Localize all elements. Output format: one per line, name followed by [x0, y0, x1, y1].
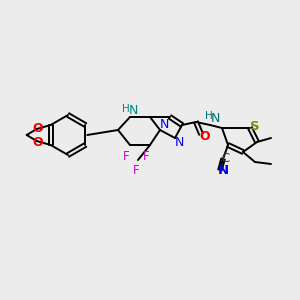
Text: F: F [123, 151, 129, 164]
Text: N: N [174, 136, 184, 148]
Text: O: O [32, 136, 43, 148]
Text: S: S [250, 119, 260, 133]
Text: N: N [159, 118, 169, 131]
Text: N: N [218, 164, 229, 178]
Text: H: H [205, 111, 213, 121]
Text: O: O [32, 122, 43, 134]
Text: F: F [143, 151, 149, 164]
Text: C: C [222, 152, 230, 166]
Text: N: N [128, 103, 138, 116]
Text: O: O [200, 130, 210, 143]
Text: N: N [210, 112, 220, 124]
Text: F: F [133, 164, 139, 176]
Text: H: H [122, 104, 130, 114]
